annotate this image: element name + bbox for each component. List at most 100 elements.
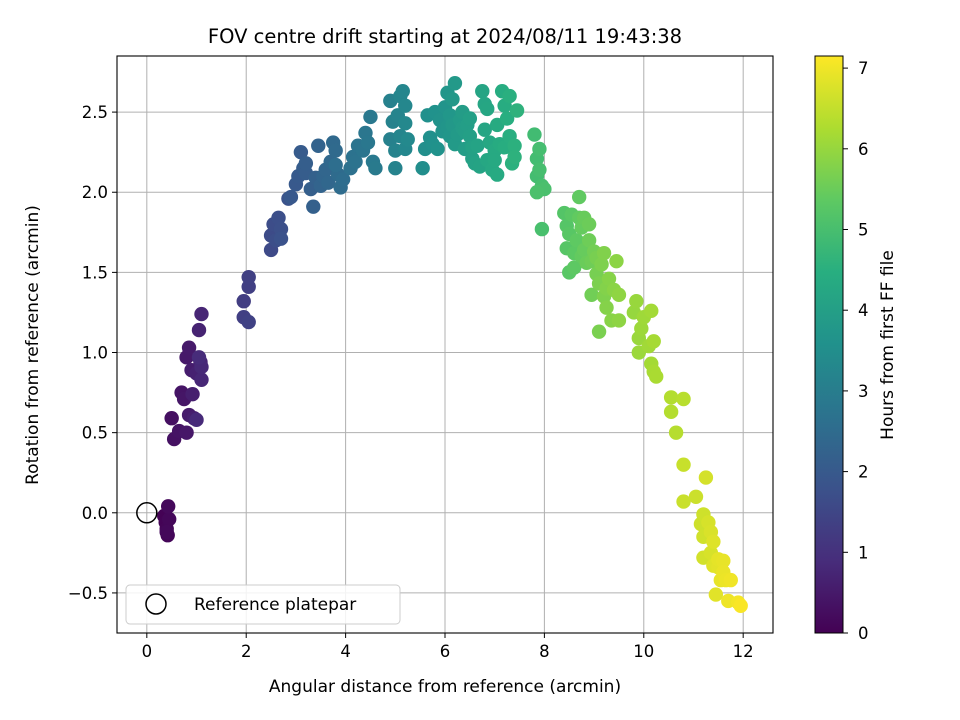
data-point [676,494,691,509]
x-tick-label: 2 [241,642,252,661]
data-point [591,324,607,339]
y-tick-label: 1.5 [82,263,108,282]
data-point [502,88,517,104]
colorbar-label: Hours from first FF file [878,250,898,440]
data-point [194,306,209,322]
data-point [283,189,299,205]
data-point [646,334,661,349]
data-point [499,111,515,126]
data-point [191,322,207,338]
x-tick-label: 10 [633,642,654,661]
data-point [596,245,612,261]
colorbar-tick-label: 3 [858,382,869,401]
data-point [706,534,721,549]
x-tick-label: 4 [340,642,351,661]
data-point [415,160,430,176]
data-point [368,160,383,176]
data-point [529,185,545,200]
data-point [430,141,445,157]
data-point [241,314,256,330]
data-point [507,149,522,165]
data-point [477,122,492,137]
data-point [273,231,289,246]
data-point [311,138,326,153]
legend: Reference platepar [125,584,401,625]
data-point [191,350,207,365]
data-point [649,369,664,384]
data-point [321,175,336,190]
data-point [723,572,738,588]
colorbar-tick-label: 4 [858,301,869,320]
x-axis-label: Angular distance from reference (arcmin) [269,677,621,697]
data-point [161,512,177,527]
data-point [462,111,478,126]
colorbar-tick-label: 2 [858,463,869,482]
data-point [611,287,627,303]
data-point [298,156,314,171]
data-point [475,84,490,99]
chart-title: FOV centre drift starting at 2024/08/11 … [208,25,682,48]
y-tick-label: 0.5 [82,424,108,443]
colorbar-tick-label: 0 [858,624,869,643]
y-tick-label: 2.5 [82,103,108,122]
colorbar-tick-label: 6 [858,140,869,159]
data-point [159,524,174,540]
data-point [363,109,378,125]
data-point [527,127,542,142]
colorbar: 0 1 2 3 4 5 6 7 Hours from first FF file [814,55,898,643]
x-tick-label: 12 [733,642,754,661]
x-tick-label: 8 [539,642,550,661]
data-point [668,425,684,440]
y-tick-label: −0.5 [68,584,108,603]
data-point [676,457,691,472]
data-point [328,157,343,173]
data-point [293,144,309,160]
data-point [236,294,251,309]
data-point [676,391,691,407]
data-point [480,101,495,117]
data-point [189,412,204,428]
y-tick-label: 0.0 [82,504,108,523]
data-point [688,489,704,504]
data-point [532,162,547,177]
colorbar-ticks: 0 1 2 3 4 5 6 7 [843,59,869,643]
colorbar-tick-label: 7 [858,59,869,78]
data-point [194,372,209,387]
data-point [567,260,582,275]
data-point [716,553,731,569]
data-point [581,233,597,248]
colorbar-tick-label: 1 [858,543,869,562]
grid-lines [117,56,773,633]
data-point [360,135,376,150]
data-point [581,217,597,232]
data-point [271,210,286,226]
data-point [328,143,343,158]
data-point [599,300,614,315]
data-point [534,221,550,237]
y-axis-ticks: −0.5 0.0 0.5 1.0 1.5 2.0 2.5 [68,103,117,603]
data-point [160,499,176,514]
data-point [601,271,617,286]
data-point [487,152,502,168]
data-points [157,76,748,613]
data-point [241,269,256,285]
x-axis-ticks: 0 2 4 6 8 10 12 [142,633,754,661]
data-point [698,470,714,485]
data-point [532,141,547,157]
data-point [708,587,724,602]
data-point [663,404,679,420]
reference-platepar-marker [136,502,158,524]
y-tick-label: 2.0 [82,183,108,202]
data-point [388,160,403,176]
data-point [509,103,525,118]
legend-marker-icon [145,593,167,615]
data-point [571,189,587,205]
data-point [733,598,748,613]
data-point [507,138,522,153]
data-point [306,199,321,214]
data-point [398,116,413,131]
y-tick-label: 1.0 [82,344,108,363]
data-point [470,138,485,153]
data-point [179,425,194,440]
y-axis-label: Rotation from reference (arcmin) [23,205,43,485]
